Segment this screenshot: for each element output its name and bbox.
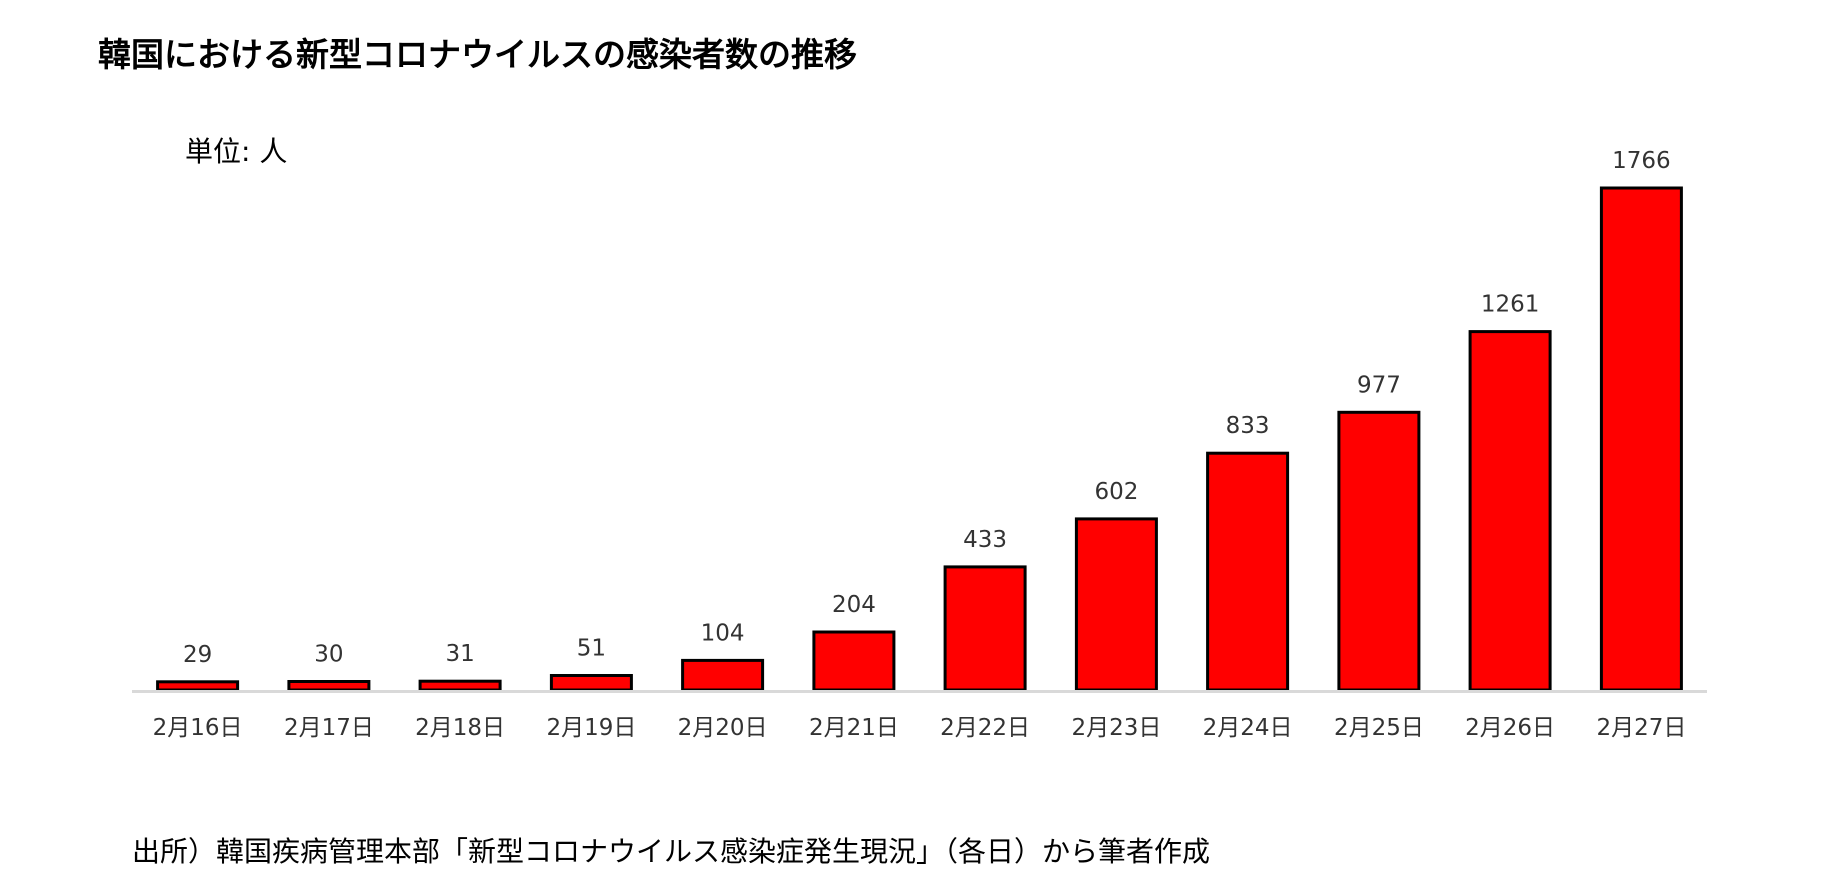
x-tick-label: 2月16日 — [153, 715, 243, 741]
value-labels-group: 29 30 31 51 104 204 433 602 833 977 1261 1766 — [183, 148, 1671, 668]
x-tick-label: 2月19日 — [546, 715, 636, 741]
bar-2月18日 — [418, 679, 502, 692]
chart-title: 韓国における新型コロナウイルスの感染者数の推移 — [98, 35, 857, 74]
x-tick-label: 2月26日 — [1465, 715, 1555, 741]
data-label: 29 — [183, 642, 212, 668]
x-tick-label: 2月27日 — [1596, 715, 1686, 741]
tick-labels-group: 2月16日 2月17日 2月18日 2月19日 2月20日 2月21日 2月22日 2月23日… — [153, 715, 1687, 741]
data-label: 104 — [701, 620, 745, 646]
x-tick-label: 2月17日 — [284, 715, 374, 741]
bar-2月20日 — [681, 658, 765, 692]
data-label: 433 — [963, 527, 1007, 553]
data-label: 602 — [1094, 479, 1138, 505]
x-tick-label: 2月21日 — [809, 715, 899, 741]
bar-2月24日 — [1206, 451, 1290, 692]
bar-2月23日 — [1074, 517, 1158, 692]
data-label: 1766 — [1612, 148, 1671, 174]
bar-2月25日 — [1337, 410, 1421, 692]
data-label: 51 — [577, 636, 606, 662]
x-tick-label: 2月20日 — [678, 715, 768, 741]
data-label: 1261 — [1481, 292, 1540, 318]
bar-2月21日 — [812, 630, 896, 692]
source-note: 出所）韓国疾病管理本部「新型コロナウイルス感染症発生現況」（各日）から筆者作成 — [132, 835, 1211, 868]
bar-2月22日 — [943, 565, 1027, 692]
bar-2月27日 — [1599, 186, 1683, 692]
data-label: 977 — [1357, 372, 1401, 398]
x-tick-label: 2月24日 — [1203, 715, 1293, 741]
bar-2月17日 — [287, 680, 371, 692]
data-label: 31 — [445, 641, 474, 667]
x-tick-label: 2月23日 — [1071, 715, 1161, 741]
data-label: 204 — [832, 592, 876, 618]
bar-2月26日 — [1468, 330, 1552, 692]
data-label: 30 — [314, 642, 343, 668]
x-tick-label: 2月22日 — [940, 715, 1030, 741]
bars-group — [156, 186, 1683, 692]
bar-2月16日 — [156, 680, 240, 692]
unit-label: 単位: 人 — [185, 135, 288, 168]
bar-2月19日 — [549, 674, 633, 692]
x-tick-label: 2月18日 — [415, 715, 505, 741]
x-tick-label: 2月25日 — [1334, 715, 1424, 741]
data-label: 833 — [1226, 413, 1270, 439]
